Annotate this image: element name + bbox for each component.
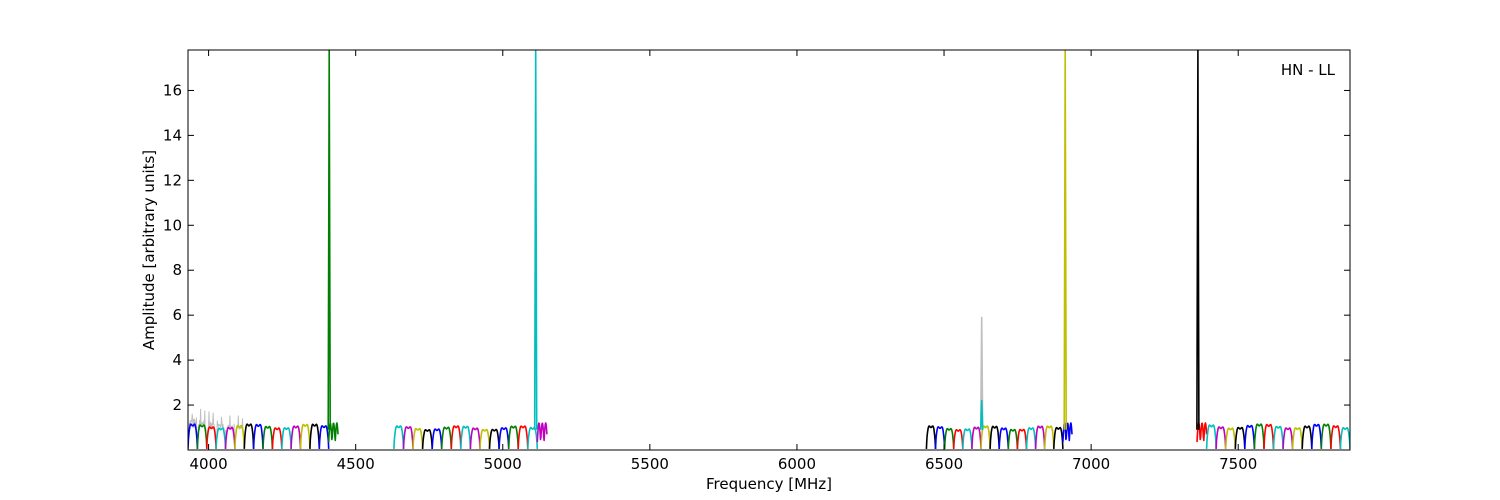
traces-layer: [188, 50, 1350, 449]
x-tick-label-6500: 6500: [925, 455, 963, 473]
channel-trace-2-5: [971, 426, 982, 449]
channel-trace-3-1: [1205, 424, 1217, 449]
channel-trace-0-12: [299, 423, 311, 449]
y-tick-label-16: 16: [163, 81, 182, 99]
channel-trace-1-7: [460, 425, 472, 449]
y-tick-label-8: 8: [172, 261, 182, 279]
channel-trace-3-14: [1330, 425, 1342, 449]
x-tick-label-4000: 4000: [189, 455, 227, 473]
channel-trace-1-11: [498, 427, 510, 449]
y-tick-label-4: 4: [172, 351, 182, 369]
channel-trace-0-10: [281, 427, 292, 449]
y-tick-label-10: 10: [163, 216, 182, 234]
channel-trace-2-12: [1034, 425, 1046, 449]
channel-trace-2-11: [1025, 427, 1037, 449]
channel-trace-3-4: [1234, 426, 1246, 449]
x-axis-label: Frequency [MHz]: [706, 475, 832, 493]
channel-trace-2-9: [1007, 428, 1019, 449]
channel-trace-2-4: [962, 428, 973, 449]
channel-trace-0-4: [224, 426, 236, 449]
channel-trace-1-0: [393, 425, 405, 449]
spike-0: [327, 50, 331, 430]
plot-frame: [187, 49, 1351, 451]
x-tick-label-5500: 5500: [631, 455, 669, 473]
spike-5: [1196, 50, 1200, 430]
channel-trace-1-15: [536, 422, 548, 443]
channel-trace-2-3: [952, 429, 964, 449]
channel-trace-1-6: [450, 425, 462, 449]
y-tick-label-14: 14: [163, 126, 182, 144]
y-tick-label-6: 6: [172, 306, 182, 324]
channel-trace-1-14: [527, 426, 539, 449]
y-tick-label-2: 2: [172, 396, 182, 414]
channel-trace-0-8: [262, 425, 274, 449]
channel-trace-3-2: [1215, 426, 1227, 449]
channel-trace-3-3: [1224, 427, 1237, 449]
y-axis-label: Amplitude [arbitrary units]: [140, 150, 158, 350]
channel-trace-1-9: [479, 428, 491, 449]
y-tick-label-12: 12: [163, 171, 182, 189]
chart-annotation: HN - LL: [1281, 61, 1336, 79]
channel-trace-0-1: [196, 424, 208, 449]
channel-trace-2-2: [943, 427, 955, 449]
channel-trace-0-6: [243, 423, 255, 449]
channel-trace-2-14: [1053, 426, 1064, 449]
spike-4: [1063, 50, 1067, 430]
channel-trace-0-2: [206, 426, 217, 449]
channel-trace-1-8: [469, 427, 481, 449]
channel-trace-1-1: [402, 426, 414, 449]
channel-trace-0-0: [188, 423, 199, 449]
channel-trace-2-13: [1043, 425, 1055, 449]
x-tick-label-7000: 7000: [1072, 455, 1110, 473]
spike-1: [533, 50, 538, 430]
channel-trace-1-2: [412, 427, 424, 449]
channel-trace-3-5: [1244, 424, 1256, 449]
channel-trace-0-11: [290, 425, 302, 449]
ticks-layer: 4000 4500 5000 5500 6000 6500 7000 7500 2 4 6 8 10 12…: [163, 50, 1350, 473]
channel-trace-2-8: [998, 427, 1010, 449]
channel-trace-0-5: [234, 424, 246, 449]
channel-trace-0-9: [271, 427, 283, 449]
channel-trace-1-10: [488, 428, 500, 449]
channel-trace-3-13: [1320, 423, 1332, 449]
channel-trace-3-12: [1311, 423, 1323, 449]
channel-trace-0-14: [318, 425, 330, 449]
x-tick-label-4500: 4500: [337, 455, 375, 473]
channel-trace-1-3: [421, 429, 433, 449]
channel-trace-2-0: [925, 425, 937, 449]
channel-trace-1-12: [507, 425, 519, 449]
channel-trace-3-9: [1282, 427, 1294, 449]
x-tick-label-7500: 7500: [1219, 455, 1257, 473]
channel-trace-2-10: [1016, 428, 1028, 449]
x-tick-label-5000: 5000: [484, 455, 522, 473]
channel-trace-2-7: [989, 425, 1000, 449]
channel-trace-3-6: [1253, 423, 1265, 449]
channel-trace-3-15: [1339, 427, 1350, 449]
channel-trace-3-11: [1301, 425, 1313, 449]
channel-trace-0-3: [215, 427, 227, 449]
channel-trace-3-7: [1263, 423, 1275, 449]
channel-trace-1-5: [440, 426, 453, 449]
channel-trace-0-13: [309, 423, 321, 449]
channel-trace-2-1: [934, 426, 946, 449]
plot-area: [188, 50, 1350, 450]
channel-trace-1-13: [517, 425, 529, 449]
spike-2: [979, 316, 984, 430]
channel-trace-3-8: [1272, 425, 1284, 449]
channel-trace-3-10: [1291, 427, 1303, 449]
spike-3: [979, 399, 984, 430]
x-tick-label-6000: 6000: [778, 455, 816, 473]
channel-trace-1-4: [431, 428, 443, 449]
channel-trace-0-7: [252, 423, 264, 449]
